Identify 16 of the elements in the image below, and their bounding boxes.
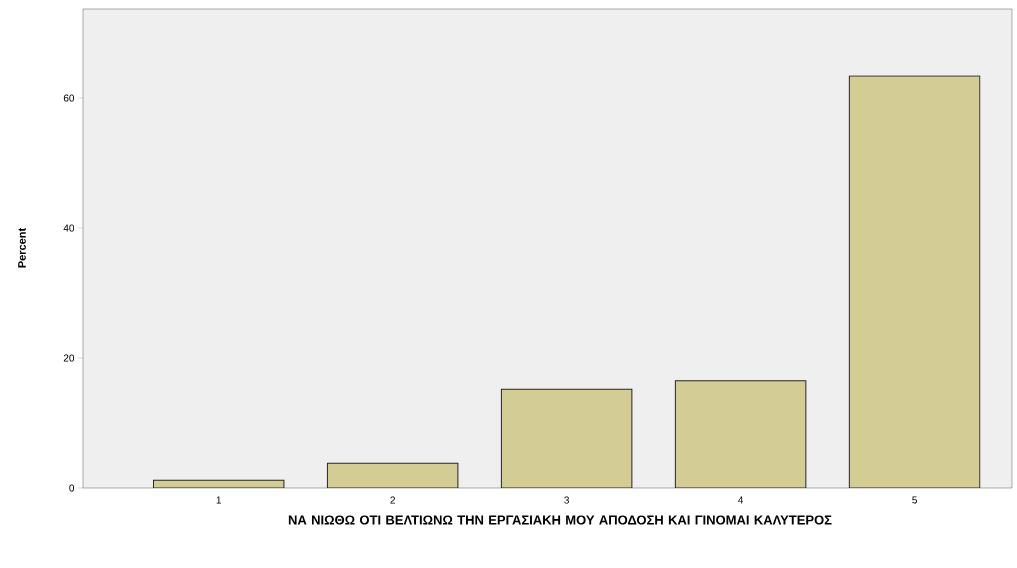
y-tick-label: 60: [63, 94, 75, 102]
x-tick-label: 1: [216, 496, 221, 504]
x-tick-label: 3: [564, 496, 569, 504]
y-axis-title: Percent: [18, 227, 26, 268]
bar: [326, 462, 459, 488]
bar: [152, 479, 285, 488]
bar: [674, 380, 807, 488]
x-tick-label: 5: [912, 496, 917, 504]
x-tick-label: 4: [738, 496, 744, 504]
y-tick-label: 40: [63, 224, 75, 232]
x-axis-title: ΝΑ ΝΙΩΘΩ ΟΤΙ ΒΕΛΤΙΩΝΩ ΤΗΝ ΕΡΓΑΣΙΑΚΗ ΜΟΥ ΑΠΟΔΟΣΗ ΚΑΙ ΓΙΝΟΜΑΙ ΚΑΛΥΤΕΡΟΣ: [288, 515, 832, 525]
bar: [848, 75, 981, 488]
bar: [500, 388, 633, 488]
y-tick-label: 20: [63, 354, 75, 362]
x-tick-label: 2: [390, 496, 395, 504]
y-tick-label: 0: [69, 484, 75, 492]
